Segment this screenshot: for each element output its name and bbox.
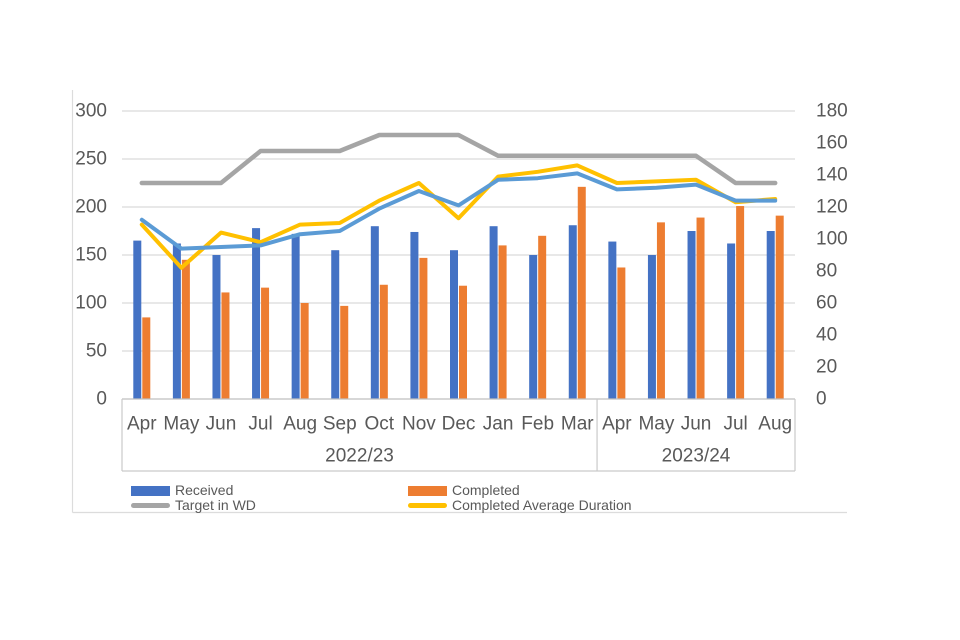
y-right-tick-label: 120 bbox=[816, 197, 848, 218]
month-label: Sep bbox=[323, 414, 357, 435]
bar-completed-10 bbox=[538, 235, 547, 399]
bar-completed-9 bbox=[498, 245, 507, 399]
y-left-tick-label: 200 bbox=[75, 197, 107, 218]
bar-received-13 bbox=[647, 255, 656, 399]
bar-completed-6 bbox=[379, 284, 388, 399]
month-label: Jun bbox=[681, 414, 712, 435]
bar-received-16 bbox=[766, 231, 775, 399]
bar-completed-11 bbox=[577, 186, 586, 399]
bar-completed-15 bbox=[736, 206, 745, 399]
bar-received-7 bbox=[410, 231, 419, 399]
legend-item-completed: Completed bbox=[408, 482, 520, 498]
y-left-tick-label: 150 bbox=[75, 245, 107, 266]
bar-completed-13 bbox=[656, 222, 665, 399]
y-right-tick-label: 0 bbox=[816, 389, 827, 410]
line-target-in-wd bbox=[139, 132, 778, 186]
month-label: Aug bbox=[283, 414, 317, 435]
line-unlabeled-light-blue-line bbox=[139, 171, 778, 251]
y-right-tick-label: 40 bbox=[816, 325, 837, 346]
month-label: Jul bbox=[723, 414, 747, 435]
bar-completed-2 bbox=[221, 292, 230, 399]
y-right-tick-label: 140 bbox=[816, 165, 848, 186]
y-left-tick-label: 50 bbox=[86, 341, 107, 362]
month-label: Jun bbox=[206, 414, 237, 435]
bar-completed-3 bbox=[261, 287, 270, 399]
bar-received-15 bbox=[727, 243, 736, 399]
bar-received-6 bbox=[370, 226, 379, 399]
legend-label-completed: Completed bbox=[452, 482, 520, 498]
bar-received-5 bbox=[331, 250, 340, 399]
legend-swatch-target-in-wd bbox=[131, 503, 170, 508]
bar-received-9 bbox=[489, 226, 498, 399]
y-right-tick-label: 20 bbox=[816, 357, 837, 378]
month-label: Nov bbox=[402, 414, 436, 435]
bar-received-11 bbox=[568, 225, 577, 399]
bar-received-3 bbox=[252, 228, 261, 399]
line-completed-average-duration bbox=[139, 163, 778, 270]
month-label: May bbox=[638, 414, 674, 435]
legend-swatch-completed bbox=[408, 485, 447, 496]
month-label: Oct bbox=[365, 414, 395, 435]
y-left-tick-label: 100 bbox=[75, 293, 107, 314]
month-label: Apr bbox=[602, 414, 632, 435]
y-right-tick-label: 80 bbox=[816, 261, 837, 282]
bar-completed-1 bbox=[181, 259, 190, 399]
legend-label-target-in-wd: Target in WD bbox=[175, 497, 256, 513]
month-label: Feb bbox=[521, 414, 554, 435]
bar-completed-12 bbox=[617, 267, 626, 399]
bar-received-1 bbox=[172, 243, 181, 399]
legend-item-received: Received bbox=[131, 482, 234, 498]
bar-completed-5 bbox=[340, 305, 349, 399]
bar-completed-8 bbox=[459, 285, 467, 399]
month-label: Apr bbox=[127, 414, 157, 435]
month-label: Jan bbox=[483, 414, 514, 435]
y-right-tick-label: 180 bbox=[816, 101, 848, 122]
bar-completed-0 bbox=[142, 317, 151, 399]
bar-completed-4 bbox=[300, 303, 309, 399]
month-label: Mar bbox=[561, 414, 594, 435]
y-right-tick-label: 60 bbox=[816, 293, 837, 314]
legend-item-target-in-wd: Target in WD bbox=[131, 497, 256, 513]
bar-received-2 bbox=[212, 255, 221, 399]
y-left-tick-label: 250 bbox=[75, 149, 107, 170]
y-left-tick-label: 300 bbox=[75, 101, 107, 122]
bar-received-10 bbox=[529, 255, 538, 399]
y-right-tick-label: 100 bbox=[816, 229, 848, 250]
bar-completed-7 bbox=[419, 257, 428, 399]
bar-received-14 bbox=[687, 231, 696, 399]
bar-completed-16 bbox=[775, 215, 784, 399]
y-left-tick-label: 0 bbox=[96, 389, 107, 410]
legend-label-completed-average-duration: Completed Average Duration bbox=[452, 497, 632, 513]
bar-completed-14 bbox=[696, 217, 705, 399]
bar-received-12 bbox=[608, 241, 617, 399]
legend-swatch-completed-average-duration bbox=[408, 503, 447, 508]
month-label: Aug bbox=[758, 414, 792, 435]
legend-label-received: Received bbox=[175, 482, 234, 498]
bar-received-8 bbox=[450, 250, 458, 399]
bar-received-0 bbox=[133, 240, 142, 399]
year-label: 2022/23 bbox=[325, 446, 394, 467]
bar-received-4 bbox=[291, 233, 300, 399]
legend-item-completed-average-duration: Completed Average Duration bbox=[408, 497, 632, 513]
month-label: May bbox=[163, 414, 199, 435]
y-right-tick-label: 160 bbox=[816, 133, 848, 154]
month-label: Jul bbox=[248, 414, 272, 435]
month-label: Dec bbox=[442, 414, 476, 435]
legend-swatch-received bbox=[131, 485, 170, 496]
year-label: 2023/24 bbox=[662, 446, 731, 467]
